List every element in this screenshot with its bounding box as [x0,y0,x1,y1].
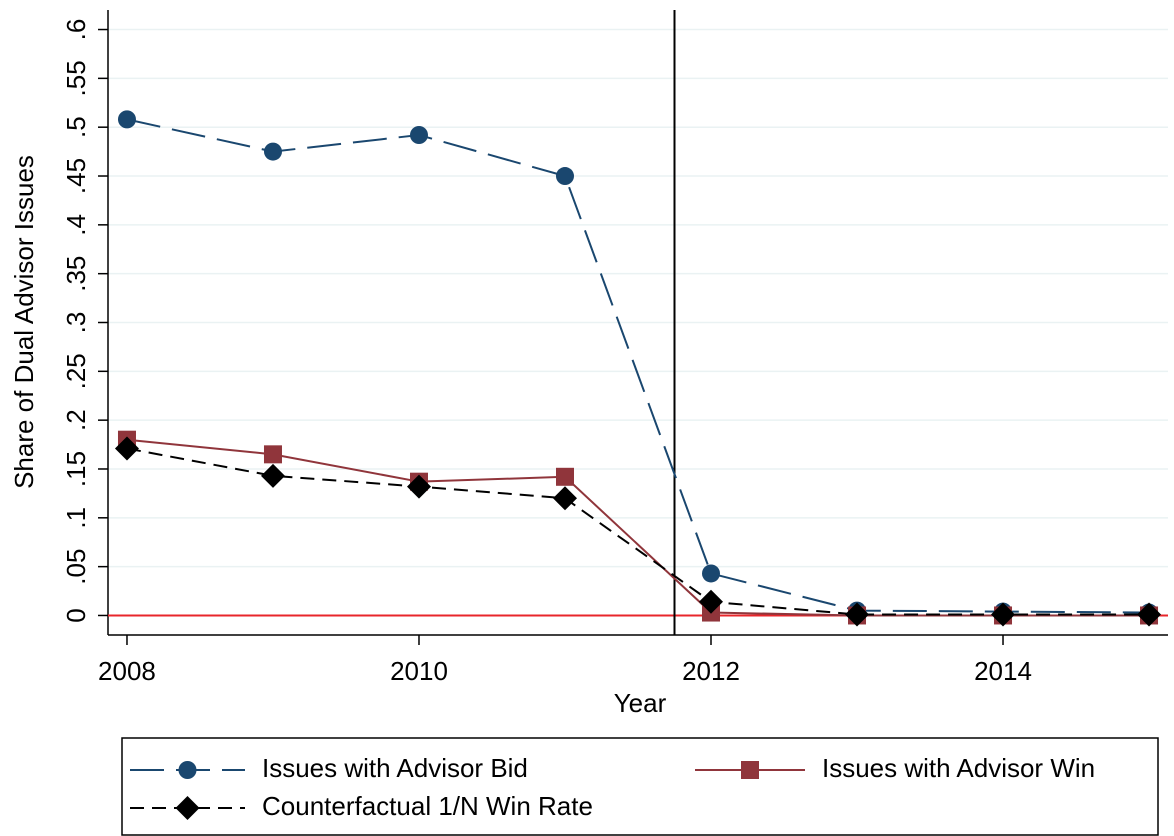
x-tick-label: 2010 [390,656,448,686]
y-tick-label: .3 [61,312,91,334]
legend-marker [741,761,759,779]
y-tick-label: 0 [61,608,91,622]
data-point [263,142,282,161]
x-tick-label: 2014 [974,656,1032,686]
data-point [845,602,870,627]
series-line [126,118,1150,614]
series-line [126,447,1150,616]
legend-label: Counterfactual 1/N Win Rate [262,791,593,821]
legend-marker [175,796,200,820]
x-axis-label: Year [614,688,667,718]
data-point [555,167,574,186]
y-tick-label: .5 [61,116,91,138]
data-point [991,602,1016,627]
data-point [114,436,139,461]
y-tick-label: .05 [61,549,91,585]
y-tick-label: .1 [61,507,91,529]
data-point [406,474,431,499]
data-point [263,445,282,464]
data-point [702,564,721,583]
series-line [126,438,1150,617]
y-axis-label: Share of Dual Advisor Issues [9,155,39,489]
data-point [699,589,724,614]
data-point [552,486,577,511]
x-tick-label: 2008 [98,656,156,686]
y-tick-label: .2 [61,409,91,431]
y-tick-label: .6 [61,19,91,41]
y-tick-label: .55 [61,60,91,96]
y-tick-label: .45 [61,158,91,194]
y-tick-label: .4 [61,214,91,236]
legend-marker [178,761,197,779]
data-point [409,126,428,144]
legend-label: Issues with Advisor Bid [262,753,528,783]
y-tick-label: .15 [61,451,91,487]
y-tick-label: .35 [61,256,91,292]
legend-box [121,737,1159,836]
legend-label: Issues with Advisor Win [822,753,1095,783]
data-point [117,110,136,129]
y-tick-label: .25 [61,353,91,389]
data-point [1137,602,1162,627]
data-point [555,467,574,486]
data-point [260,463,285,488]
x-tick-label: 2012 [682,656,740,686]
